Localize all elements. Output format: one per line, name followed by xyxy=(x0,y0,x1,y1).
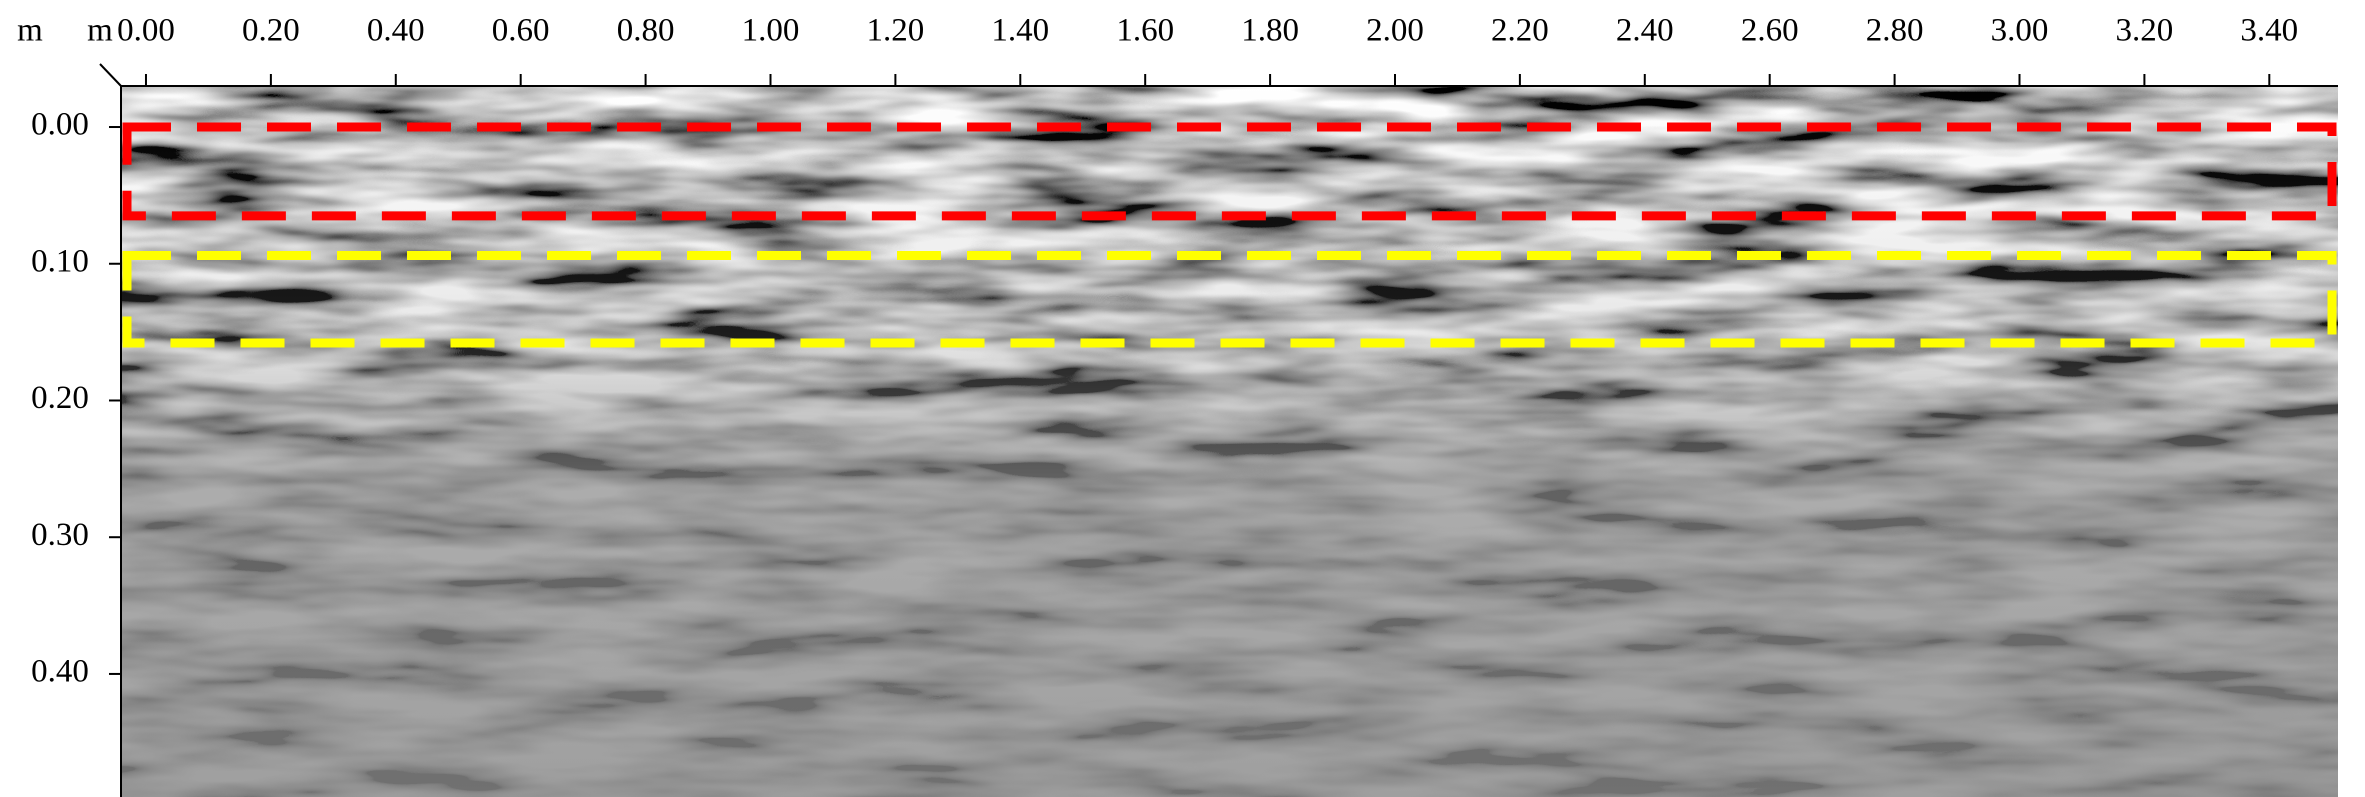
x-tick-label: 1.00 xyxy=(742,13,800,49)
x-unit: m xyxy=(87,13,113,49)
axis-corner xyxy=(99,63,122,87)
y-tick-label: 0.00 xyxy=(31,107,89,143)
y-tick-label: 0.10 xyxy=(31,243,89,279)
x-tick-label: 3.00 xyxy=(1991,13,2049,49)
y-unit: m xyxy=(17,13,43,49)
x-tick-label: 3.20 xyxy=(2116,13,2174,49)
region-box xyxy=(122,251,2337,348)
x-tick-label: 0.20 xyxy=(242,13,300,49)
radargram-fade xyxy=(121,86,2338,797)
x-tick-label: 2.00 xyxy=(1366,13,1424,49)
x-tick-label: 1.20 xyxy=(867,13,925,49)
x-tick-label: 0.40 xyxy=(367,13,425,49)
y-tick-label: 0.20 xyxy=(31,380,89,416)
x-tick-label: 2.80 xyxy=(1866,13,1924,49)
region-box xyxy=(122,122,2337,221)
y-tick-label: 0.40 xyxy=(31,654,89,690)
x-tick-label: 1.60 xyxy=(1116,13,1174,49)
x-tick-label: 0.60 xyxy=(492,13,550,49)
x-tick-label: 2.60 xyxy=(1741,13,1799,49)
x-tick-label: 0.80 xyxy=(617,13,675,49)
x-tick-label: 2.20 xyxy=(1491,13,1549,49)
x-tick-label: 0.00 xyxy=(117,13,175,49)
x-tick-label: 3.40 xyxy=(2240,13,2298,49)
y-tick-label: 0.30 xyxy=(31,517,89,553)
x-tick-label: 1.40 xyxy=(991,13,1049,49)
x-tick-label: 2.40 xyxy=(1616,13,1674,49)
x-tick-label: 1.80 xyxy=(1241,13,1299,49)
